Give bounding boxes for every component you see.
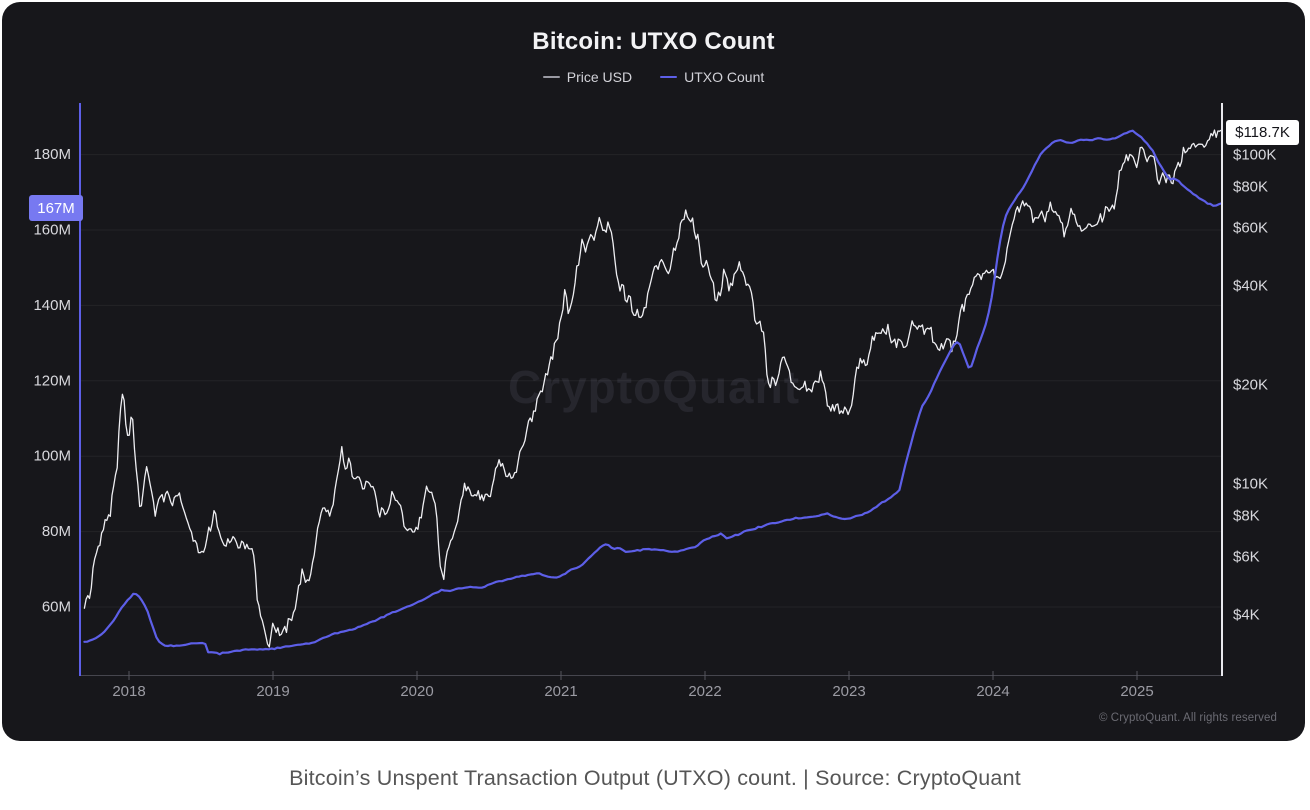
- plot-area[interactable]: 2018 2019 2020 2021 2022 2023 2024 2025 180M 160M…: [2, 2, 1305, 741]
- left-axis-tick-label: 60M: [42, 599, 71, 616]
- legend-item-label: UTXO Count: [684, 69, 765, 85]
- legend-item-price-usd[interactable]: Price USD: [542, 69, 633, 85]
- price-usd-series-line: [83, 129, 1222, 648]
- legend-dash-icon: [660, 76, 678, 78]
- legend-dash-icon: [542, 76, 560, 78]
- right-axis-tick-label: $10K: [1233, 476, 1268, 493]
- x-axis-tick-label: 2022: [688, 683, 721, 700]
- chart-caption: Bitcoin’s Unspent Transaction Output (UT…: [289, 766, 1021, 790]
- copyright-note: © CryptoQuant. All rights reserved: [1098, 712, 1277, 724]
- left-axis-tick-label: 140M: [33, 297, 71, 314]
- x-axis-tick-label: 2020: [400, 683, 433, 700]
- right-axis-tick-label: $60K: [1233, 219, 1268, 236]
- left-axis-tick-label: 100M: [33, 448, 71, 465]
- chart-card: Bitcoin: UTXO Count Price USD UTXO Count …: [2, 2, 1305, 741]
- x-axis-tick-label: 2024: [976, 683, 1009, 700]
- right-axis-tick-label: $6K: [1233, 548, 1260, 565]
- x-axis-tick-label: 2018: [112, 683, 145, 700]
- right-axis-tick-label: $20K: [1233, 376, 1268, 393]
- x-axis-tick-label: 2019: [256, 683, 289, 700]
- legend-item-label: Price USD: [566, 69, 633, 85]
- left-axis-tick-label: 80M: [42, 523, 71, 540]
- price-last-value-badge: $118.7K: [1226, 120, 1299, 145]
- legend: Price USD UTXO Count: [2, 69, 1305, 85]
- left-axis-tick-label: 120M: [33, 372, 71, 389]
- x-axis-tick-label: 2021: [544, 683, 577, 700]
- x-axis-tick-label: 2025: [1120, 683, 1153, 700]
- right-axis-tick-label: $100K: [1233, 147, 1276, 164]
- left-axis-tick-label: 160M: [33, 222, 71, 239]
- right-axis-tick-label: $40K: [1233, 277, 1268, 294]
- page-title: Bitcoin: UTXO Count: [532, 28, 775, 55]
- right-axis-tick-label: $80K: [1233, 178, 1268, 195]
- legend-item-utxo-count[interactable]: UTXO Count: [660, 69, 764, 85]
- utxo-last-value-badge: 167M: [29, 195, 83, 221]
- x-axis-tick-label: 2023: [832, 683, 865, 700]
- left-axis-tick-label: 180M: [33, 146, 71, 163]
- utxo-count-series-line: [83, 129, 1222, 656]
- right-axis-tick-label: $4K: [1233, 606, 1260, 623]
- right-axis-tick-label: $8K: [1233, 507, 1260, 524]
- watermark: CryptoQuant: [507, 361, 801, 413]
